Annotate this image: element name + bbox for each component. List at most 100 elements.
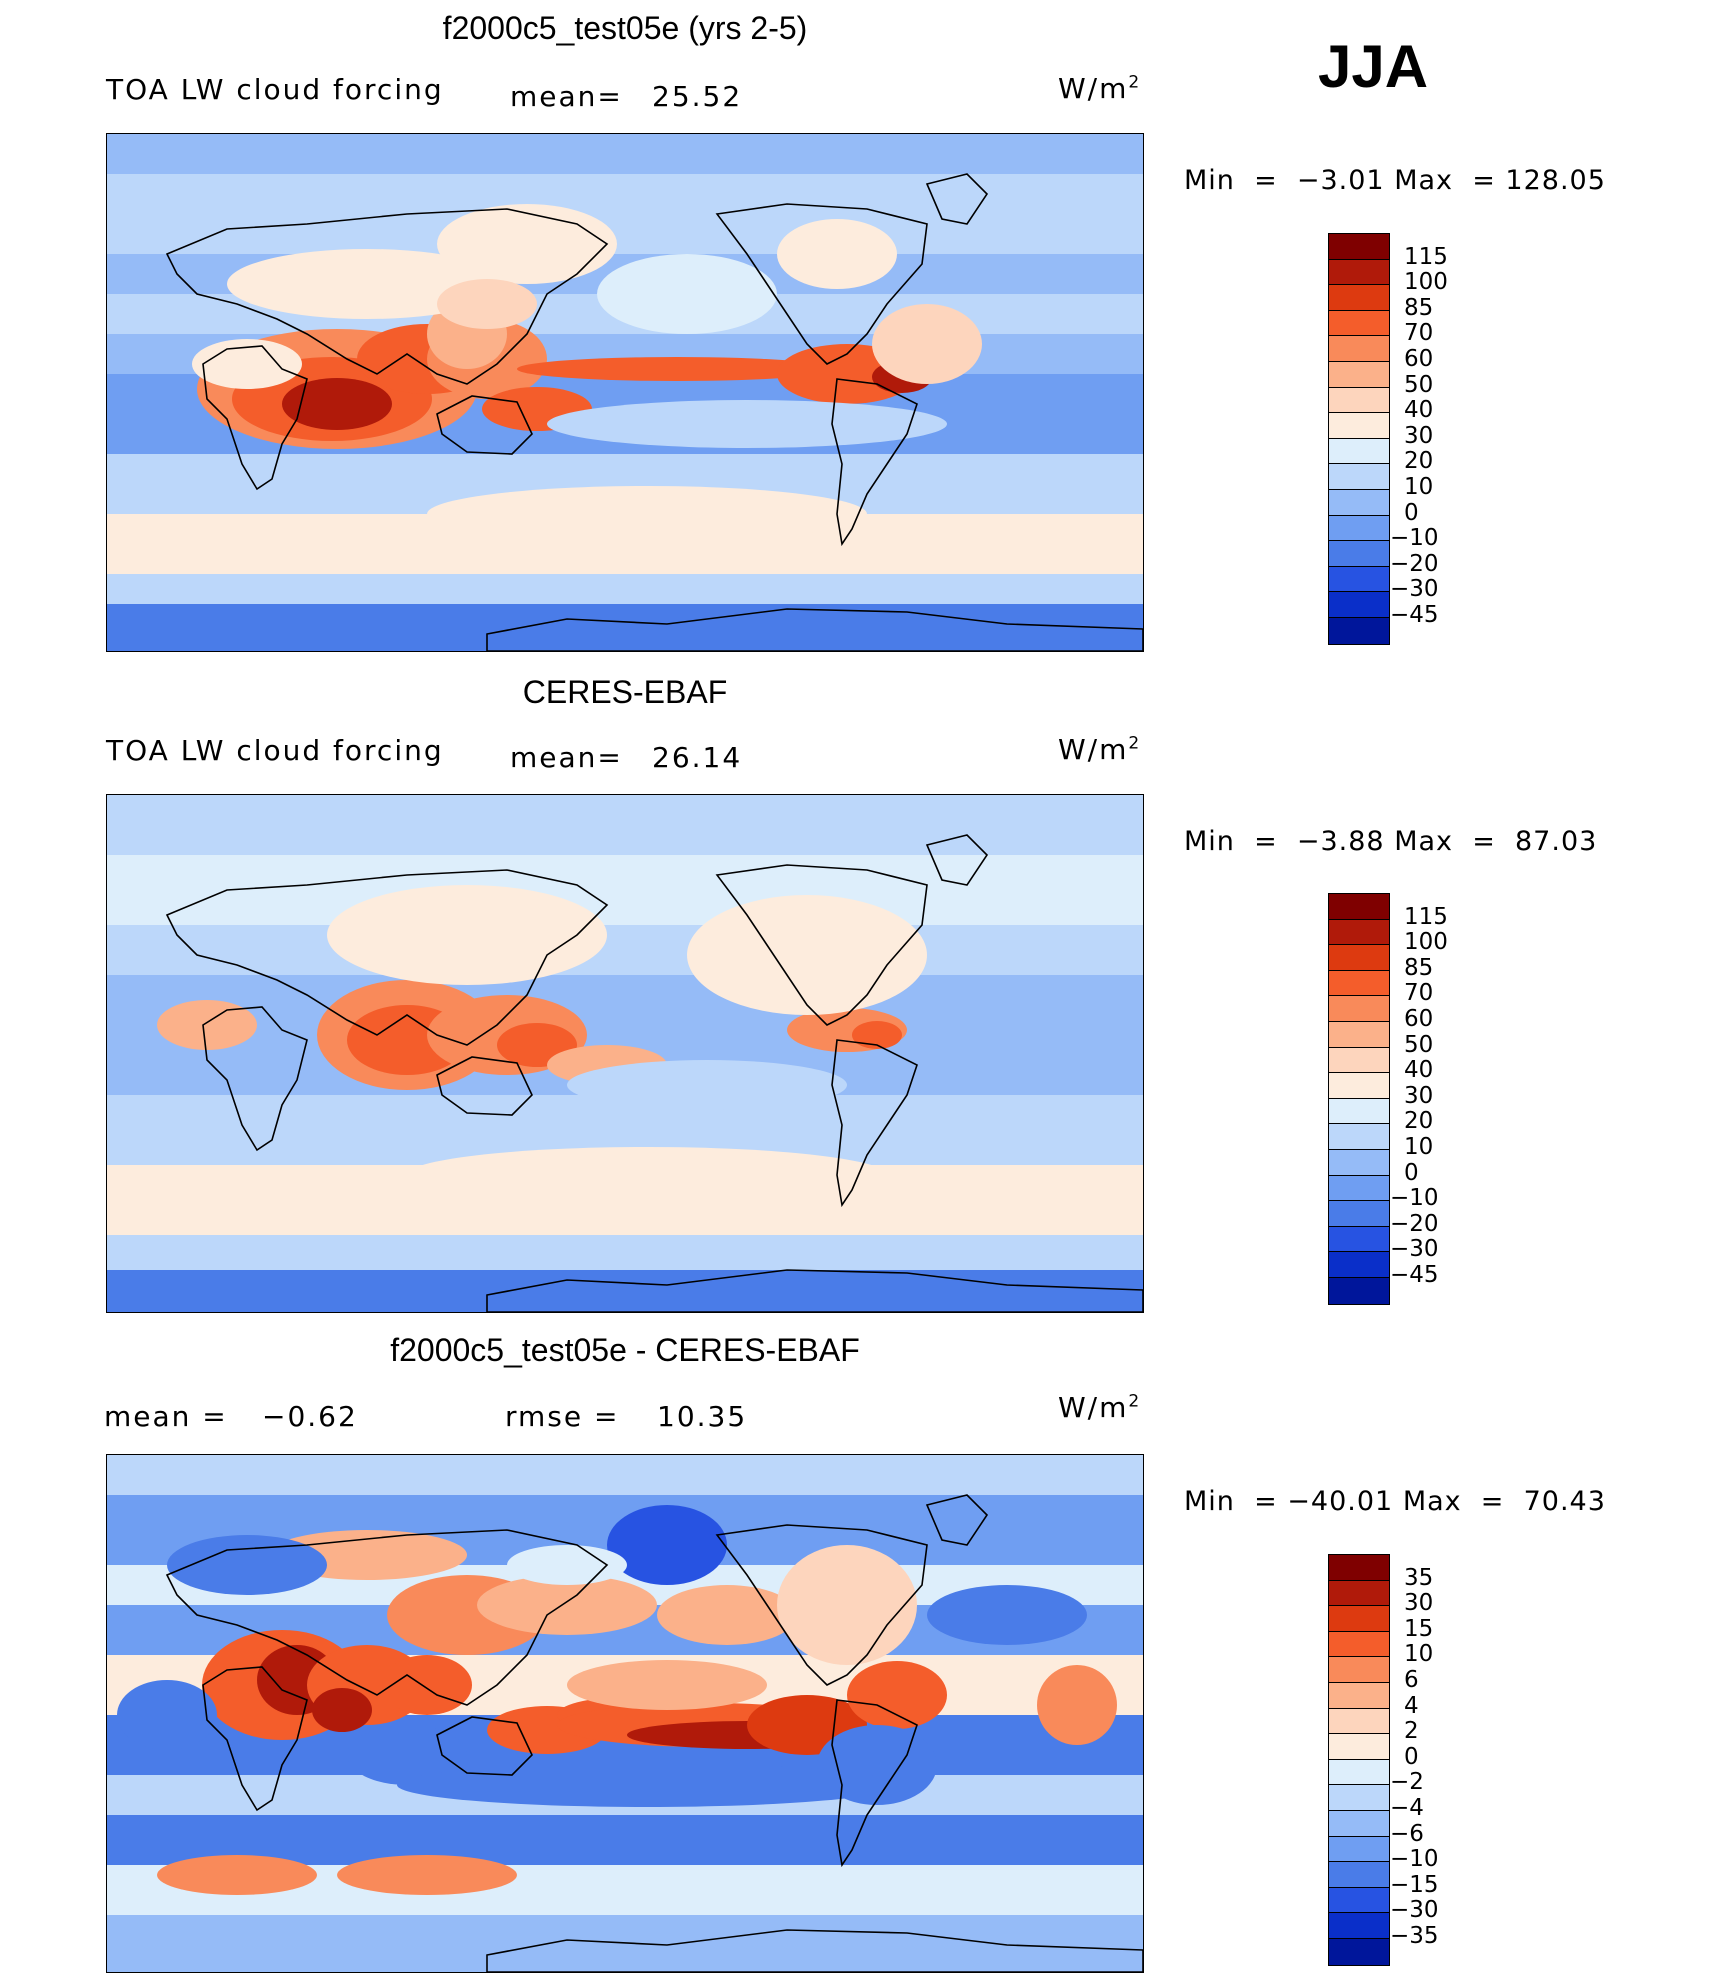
- colorbar-label: 4: [1404, 1692, 1419, 1719]
- colorbar-swatch: [1329, 566, 1389, 593]
- colorbar-label: 60: [1404, 346, 1434, 372]
- panel-2-mean-value: 26.14: [652, 741, 743, 774]
- colorbar-label: −6: [1390, 1820, 1424, 1847]
- colorbar-label: 30: [1404, 1082, 1434, 1109]
- contour-region: [282, 378, 392, 430]
- contour-region: [517, 357, 837, 381]
- colorbar-label: 30: [1404, 422, 1434, 449]
- colorbar-label: 60: [1404, 1006, 1434, 1032]
- panel-2-title: CERES-EBAF: [522, 674, 728, 710]
- coastline: [925, 173, 989, 225]
- colorbar-swatch: [1329, 970, 1389, 997]
- contour-region: [657, 1585, 797, 1645]
- coastline: [486, 608, 1143, 651]
- colorbar-label: −30: [1390, 1897, 1439, 1924]
- panel-1-colorbar: [1328, 233, 1390, 645]
- colorbar-swatch: [1329, 1580, 1389, 1607]
- colorbar-label: −20: [1390, 1210, 1439, 1237]
- colorbar-label: 30: [1404, 1590, 1434, 1617]
- coastline: [831, 1039, 918, 1208]
- contour-band: [107, 604, 1143, 651]
- colorbar-swatch: [1329, 1201, 1389, 1227]
- contour-region: [547, 400, 947, 448]
- coastline: [715, 1524, 928, 1686]
- colorbar-swatch: [1329, 413, 1389, 439]
- colorbar-swatch: [1329, 310, 1389, 337]
- coastline: [436, 1056, 533, 1116]
- colorbar-swatch: [1329, 1149, 1389, 1176]
- colorbar-label: −30: [1390, 1236, 1439, 1263]
- colorbar-swatch: [1329, 1708, 1389, 1735]
- panel-1-mean-value: 25.52: [652, 80, 743, 113]
- colorbar-swatch: [1329, 996, 1389, 1022]
- contour-region: [567, 1660, 767, 1710]
- colorbar-label: 35: [1404, 1564, 1434, 1591]
- contour-region: [607, 1505, 727, 1585]
- contour-region: [872, 304, 982, 384]
- contour-region: [337, 1855, 517, 1895]
- colorbar-label: −45: [1390, 602, 1439, 628]
- colorbar-swatch: [1329, 1785, 1389, 1811]
- coastline: [831, 1699, 918, 1868]
- contour-region: [927, 1585, 1087, 1645]
- panel-2-colorbar: [1328, 893, 1390, 1305]
- panel-2-variable: TOA LW cloud forcing: [106, 734, 444, 767]
- coastline: [202, 1666, 308, 1812]
- colorbar-swatch: [1329, 1124, 1389, 1150]
- colorbar-swatch: [1329, 438, 1389, 465]
- colorbar-swatch: [1329, 515, 1389, 542]
- panel-2-map: [106, 794, 1144, 1313]
- colorbar-label: −30: [1390, 576, 1439, 603]
- colorbar-swatch: [1329, 592, 1389, 618]
- coastline: [925, 834, 989, 886]
- colorbar-label: 50: [1404, 371, 1434, 398]
- colorbar-label: 115: [1404, 243, 1448, 270]
- contour-band: [107, 134, 1143, 174]
- contour-region: [847, 1661, 947, 1729]
- colorbar-swatch: [1329, 1606, 1389, 1632]
- colorbar-swatch: [1329, 1682, 1389, 1709]
- panel-2-mean-label: mean=: [510, 741, 623, 774]
- colorbar-swatch: [1329, 1657, 1389, 1683]
- colorbar-swatch: [1329, 945, 1389, 971]
- contour-band: [107, 174, 1143, 254]
- contour-region: [327, 885, 607, 985]
- colorbar-swatch: [1329, 1047, 1389, 1074]
- contour-region: [427, 486, 867, 542]
- colorbar-label: −45: [1390, 1262, 1439, 1288]
- colorbar-swatch: [1329, 1759, 1389, 1786]
- contour-region: [597, 254, 777, 334]
- coastline: [436, 1716, 533, 1776]
- contour-region: [437, 279, 537, 329]
- panel-3-min-max: Min = −40.01 Max = 70.43: [1184, 1486, 1606, 1517]
- colorbar-label: −20: [1390, 550, 1439, 577]
- colorbar-label: −15: [1390, 1871, 1439, 1898]
- contour-band: [107, 795, 1143, 855]
- contour-region: [777, 219, 897, 289]
- colorbar-label: 2: [1404, 1718, 1419, 1745]
- colorbar-label: 40: [1404, 397, 1434, 424]
- colorbar-label: 40: [1404, 1057, 1434, 1084]
- contour-band: [107, 1455, 1143, 1495]
- colorbar-swatch: [1329, 387, 1389, 414]
- coastline: [831, 378, 918, 547]
- coastline: [165, 1529, 609, 1706]
- panel-2-units: W/m2: [1058, 733, 1142, 766]
- panel-1-title: f2000c5_test05e (yrs 2-5): [442, 10, 808, 46]
- colorbar-label: 100: [1404, 269, 1448, 296]
- colorbar-label: 10: [1404, 1134, 1434, 1160]
- colorbar-swatch: [1329, 1836, 1389, 1863]
- contour-region: [1037, 1665, 1117, 1745]
- colorbar-swatch: [1329, 1887, 1389, 1914]
- colorbar-swatch: [1329, 1862, 1389, 1888]
- colorbar-swatch: [1329, 1913, 1389, 1939]
- panel-1-units: W/m2: [1058, 72, 1142, 105]
- colorbar-swatch: [1329, 919, 1389, 946]
- colorbar-label: 0: [1404, 499, 1419, 526]
- panel-3-rmse-value: 10.35: [657, 1400, 748, 1433]
- colorbar-swatch: [1329, 894, 1389, 920]
- colorbar-label: 85: [1404, 294, 1434, 321]
- panel-3-title: f2000c5_test05e - CERES-EBAF: [390, 1332, 860, 1368]
- coastline: [715, 203, 928, 365]
- coastline: [436, 395, 533, 455]
